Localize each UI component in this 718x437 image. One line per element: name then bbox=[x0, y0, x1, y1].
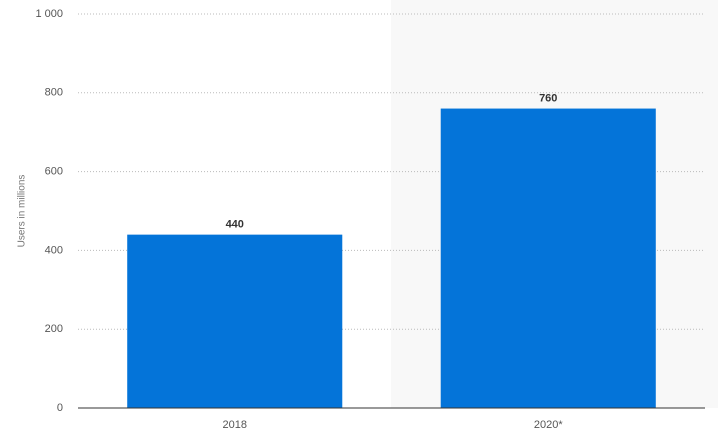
value-label: 760 bbox=[539, 92, 557, 104]
y-axis-label: Users in millions bbox=[17, 175, 28, 248]
y-tick-label: 800 bbox=[45, 87, 63, 99]
y-tick-label: 600 bbox=[45, 166, 63, 178]
y-tick-label: 400 bbox=[45, 244, 63, 256]
value-label: 440 bbox=[226, 219, 244, 231]
y-tick-label: 0 bbox=[57, 402, 63, 414]
x-tick-label: 2018 bbox=[223, 419, 247, 431]
bar bbox=[127, 234, 343, 408]
bar bbox=[440, 108, 656, 408]
y-tick-label: 200 bbox=[45, 323, 63, 335]
x-tick-label: 2020* bbox=[534, 419, 563, 431]
y-tick-label: 1 000 bbox=[35, 8, 63, 20]
